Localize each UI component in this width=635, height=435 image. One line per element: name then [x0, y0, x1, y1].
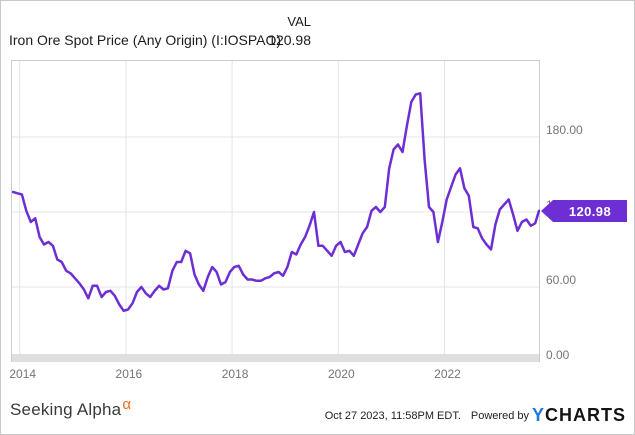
- seeking-alpha-logo: Seeking Alphaα: [10, 396, 131, 420]
- x-tick-label: 2022: [434, 367, 461, 381]
- series-title: Iron Ore Spot Price (Any Origin) (I:IOSP…: [9, 32, 282, 48]
- last-value-badge: 120.98: [541, 200, 627, 222]
- x-tick-label: 2014: [9, 367, 37, 381]
- x-tick-label: 2016: [115, 367, 143, 381]
- value-column-header: VAL: [287, 14, 311, 29]
- y-tick-label: 60.00: [546, 273, 577, 287]
- ycharts-y-icon: Y: [531, 405, 545, 425]
- seeking-alpha-wordmark: Seeking Alpha: [10, 400, 122, 419]
- price-line: [11, 92, 540, 313]
- y-tick-label: 180.00: [546, 123, 583, 137]
- x-tick-label: 2020: [327, 367, 355, 381]
- ycharts-wordmark: CHARTS: [545, 405, 626, 425]
- price-line-chart: [11, 60, 540, 362]
- x-axis-band: [12, 354, 539, 362]
- x-tick-label: 2018: [221, 367, 249, 381]
- alpha-superscript-icon: α: [122, 396, 132, 413]
- ycharts-logo: YCHARTS: [532, 405, 626, 426]
- powered-by-label: Powered by: [470, 409, 529, 422]
- series-current-value: 120.98: [268, 32, 311, 48]
- y-tick-label: 0.00: [546, 348, 570, 362]
- timestamp: Oct 27 2023, 11:58PM EDT.: [324, 409, 461, 422]
- footer-attribution: Oct 27 2023, 11:58PM EDT. Powered by YCH…: [325, 405, 626, 426]
